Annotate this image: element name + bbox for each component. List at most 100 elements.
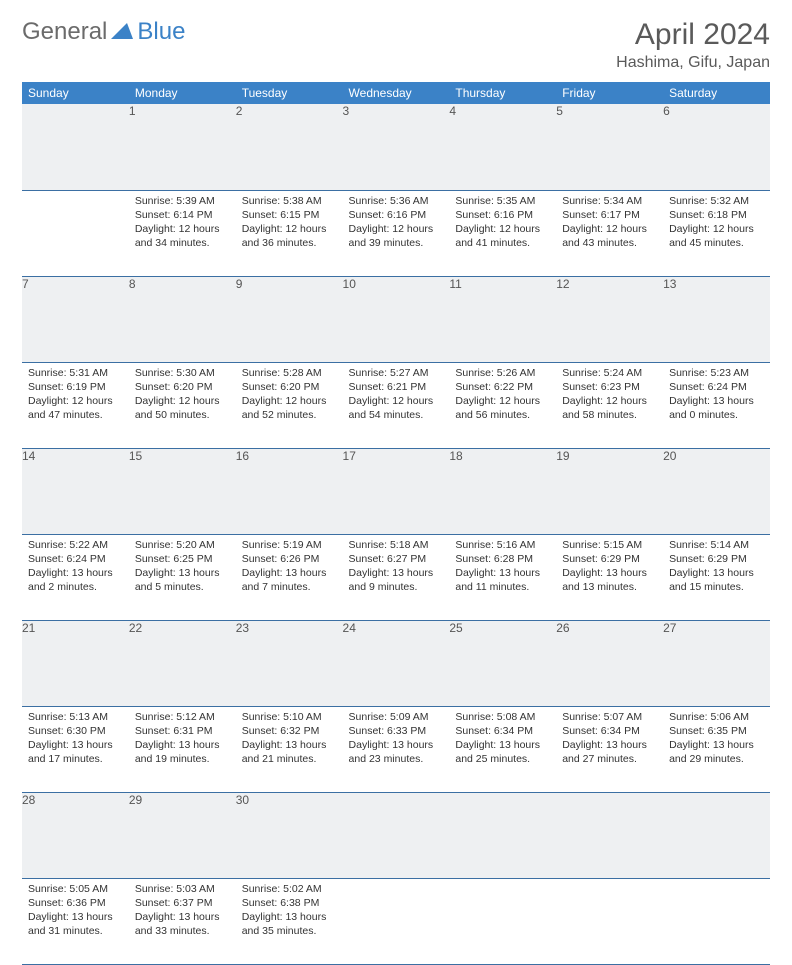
day-cell: Sunrise: 5:20 AMSunset: 6:25 PMDaylight:… — [129, 534, 236, 620]
day-details: Sunrise: 5:13 AMSunset: 6:30 PMDaylight:… — [22, 707, 129, 773]
daylight-line: Daylight: 13 hours and 33 minutes. — [135, 910, 230, 938]
sunset-line: Sunset: 6:28 PM — [455, 552, 550, 566]
sunrise-line: Sunrise: 5:39 AM — [135, 194, 230, 208]
daynum-cell: 8 — [129, 276, 236, 362]
week-4-daynums: 282930 — [22, 792, 770, 878]
day-cell: Sunrise: 5:32 AMSunset: 6:18 PMDaylight:… — [663, 190, 770, 276]
sunrise-line: Sunrise: 5:10 AM — [242, 710, 337, 724]
day-cell: Sunrise: 5:19 AMSunset: 6:26 PMDaylight:… — [236, 534, 343, 620]
day-details: Sunrise: 5:34 AMSunset: 6:17 PMDaylight:… — [556, 191, 663, 257]
sunrise-line: Sunrise: 5:19 AM — [242, 538, 337, 552]
dayname-saturday: Saturday — [663, 82, 770, 104]
day-cell: Sunrise: 5:22 AMSunset: 6:24 PMDaylight:… — [22, 534, 129, 620]
sunset-line: Sunset: 6:24 PM — [669, 380, 764, 394]
daynum-cell: 19 — [556, 448, 663, 534]
sunrise-line: Sunrise: 5:24 AM — [562, 366, 657, 380]
daynum-cell: 12 — [556, 276, 663, 362]
daynum-cell: 22 — [129, 620, 236, 706]
daylight-line: Daylight: 12 hours and 56 minutes. — [455, 394, 550, 422]
sunrise-line: Sunrise: 5:15 AM — [562, 538, 657, 552]
sunset-line: Sunset: 6:35 PM — [669, 724, 764, 738]
sunset-line: Sunset: 6:31 PM — [135, 724, 230, 738]
day-cell: Sunrise: 5:14 AMSunset: 6:29 PMDaylight:… — [663, 534, 770, 620]
day-details: Sunrise: 5:12 AMSunset: 6:31 PMDaylight:… — [129, 707, 236, 773]
sunrise-line: Sunrise: 5:34 AM — [562, 194, 657, 208]
week-4-content: Sunrise: 5:05 AMSunset: 6:36 PMDaylight:… — [22, 878, 770, 964]
dayname-thursday: Thursday — [449, 82, 556, 104]
daylight-line: Daylight: 13 hours and 27 minutes. — [562, 738, 657, 766]
daylight-line: Daylight: 12 hours and 58 minutes. — [562, 394, 657, 422]
daynum-cell: 26 — [556, 620, 663, 706]
sunrise-line: Sunrise: 5:27 AM — [349, 366, 444, 380]
day-cell — [343, 878, 450, 964]
sunset-line: Sunset: 6:33 PM — [349, 724, 444, 738]
sunset-line: Sunset: 6:27 PM — [349, 552, 444, 566]
day-details: Sunrise: 5:10 AMSunset: 6:32 PMDaylight:… — [236, 707, 343, 773]
day-cell: Sunrise: 5:36 AMSunset: 6:16 PMDaylight:… — [343, 190, 450, 276]
week-2-content: Sunrise: 5:22 AMSunset: 6:24 PMDaylight:… — [22, 534, 770, 620]
brand-triangle-icon — [111, 18, 133, 46]
sunrise-line: Sunrise: 5:08 AM — [455, 710, 550, 724]
day-cell: Sunrise: 5:18 AMSunset: 6:27 PMDaylight:… — [343, 534, 450, 620]
sunset-line: Sunset: 6:25 PM — [135, 552, 230, 566]
day-details: Sunrise: 5:22 AMSunset: 6:24 PMDaylight:… — [22, 535, 129, 601]
daylight-line: Daylight: 12 hours and 34 minutes. — [135, 222, 230, 250]
daynum-cell: 30 — [236, 792, 343, 878]
day-details: Sunrise: 5:24 AMSunset: 6:23 PMDaylight:… — [556, 363, 663, 429]
daynum-cell: 10 — [343, 276, 450, 362]
day-details: Sunrise: 5:32 AMSunset: 6:18 PMDaylight:… — [663, 191, 770, 257]
daylight-line: Daylight: 12 hours and 54 minutes. — [349, 394, 444, 422]
daylight-line: Daylight: 13 hours and 19 minutes. — [135, 738, 230, 766]
daynum-cell: 24 — [343, 620, 450, 706]
daylight-line: Daylight: 13 hours and 2 minutes. — [28, 566, 123, 594]
day-cell: Sunrise: 5:08 AMSunset: 6:34 PMDaylight:… — [449, 706, 556, 792]
daylight-line: Daylight: 12 hours and 47 minutes. — [28, 394, 123, 422]
day-cell: Sunrise: 5:34 AMSunset: 6:17 PMDaylight:… — [556, 190, 663, 276]
daylight-line: Daylight: 12 hours and 36 minutes. — [242, 222, 337, 250]
day-details: Sunrise: 5:06 AMSunset: 6:35 PMDaylight:… — [663, 707, 770, 773]
day-details: Sunrise: 5:27 AMSunset: 6:21 PMDaylight:… — [343, 363, 450, 429]
daylight-line: Daylight: 13 hours and 7 minutes. — [242, 566, 337, 594]
sunrise-line: Sunrise: 5:03 AM — [135, 882, 230, 896]
day-details: Sunrise: 5:08 AMSunset: 6:34 PMDaylight:… — [449, 707, 556, 773]
day-details: Sunrise: 5:05 AMSunset: 6:36 PMDaylight:… — [22, 879, 129, 945]
sunset-line: Sunset: 6:23 PM — [562, 380, 657, 394]
day-cell: Sunrise: 5:35 AMSunset: 6:16 PMDaylight:… — [449, 190, 556, 276]
week-1-daynums: 78910111213 — [22, 276, 770, 362]
sunset-line: Sunset: 6:14 PM — [135, 208, 230, 222]
day-details: Sunrise: 5:19 AMSunset: 6:26 PMDaylight:… — [236, 535, 343, 601]
sunset-line: Sunset: 6:38 PM — [242, 896, 337, 910]
day-details: Sunrise: 5:15 AMSunset: 6:29 PMDaylight:… — [556, 535, 663, 601]
day-details: Sunrise: 5:20 AMSunset: 6:25 PMDaylight:… — [129, 535, 236, 601]
daylight-line: Daylight: 12 hours and 43 minutes. — [562, 222, 657, 250]
day-details: Sunrise: 5:07 AMSunset: 6:34 PMDaylight:… — [556, 707, 663, 773]
daylight-line: Daylight: 13 hours and 31 minutes. — [28, 910, 123, 938]
sunrise-line: Sunrise: 5:06 AM — [669, 710, 764, 724]
day-details: Sunrise: 5:35 AMSunset: 6:16 PMDaylight:… — [449, 191, 556, 257]
sunrise-line: Sunrise: 5:02 AM — [242, 882, 337, 896]
day-cell: Sunrise: 5:16 AMSunset: 6:28 PMDaylight:… — [449, 534, 556, 620]
day-cell: Sunrise: 5:07 AMSunset: 6:34 PMDaylight:… — [556, 706, 663, 792]
day-cell: Sunrise: 5:27 AMSunset: 6:21 PMDaylight:… — [343, 362, 450, 448]
day-cell: Sunrise: 5:31 AMSunset: 6:19 PMDaylight:… — [22, 362, 129, 448]
day-cell: Sunrise: 5:38 AMSunset: 6:15 PMDaylight:… — [236, 190, 343, 276]
day-details: Sunrise: 5:26 AMSunset: 6:22 PMDaylight:… — [449, 363, 556, 429]
week-0-content: Sunrise: 5:39 AMSunset: 6:14 PMDaylight:… — [22, 190, 770, 276]
day-details: Sunrise: 5:30 AMSunset: 6:20 PMDaylight:… — [129, 363, 236, 429]
sunrise-line: Sunrise: 5:07 AM — [562, 710, 657, 724]
daynum-cell — [556, 792, 663, 878]
daynum-cell: 21 — [22, 620, 129, 706]
week-3-content: Sunrise: 5:13 AMSunset: 6:30 PMDaylight:… — [22, 706, 770, 792]
title-block: April 2024 Hashima, Gifu, Japan — [616, 18, 770, 72]
sunrise-line: Sunrise: 5:30 AM — [135, 366, 230, 380]
sunset-line: Sunset: 6:20 PM — [242, 380, 337, 394]
sunset-line: Sunset: 6:36 PM — [28, 896, 123, 910]
sunset-line: Sunset: 6:16 PM — [455, 208, 550, 222]
daynum-cell: 17 — [343, 448, 450, 534]
daylight-line: Daylight: 13 hours and 17 minutes. — [28, 738, 123, 766]
daylight-line: Daylight: 12 hours and 50 minutes. — [135, 394, 230, 422]
day-cell: Sunrise: 5:06 AMSunset: 6:35 PMDaylight:… — [663, 706, 770, 792]
sunrise-line: Sunrise: 5:14 AM — [669, 538, 764, 552]
day-cell: Sunrise: 5:23 AMSunset: 6:24 PMDaylight:… — [663, 362, 770, 448]
daynum-cell: 7 — [22, 276, 129, 362]
